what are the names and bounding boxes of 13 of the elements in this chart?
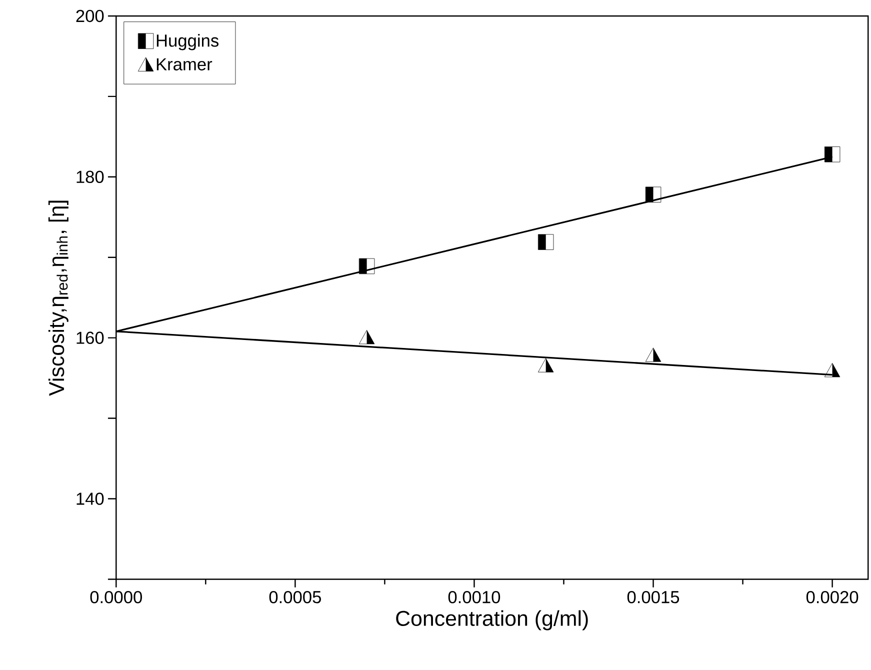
- x-axis-title: Concentration (g/ml): [396, 610, 588, 630]
- x-tick-label: 0.0015: [627, 590, 680, 604]
- x-tick-label: 0.0020: [806, 590, 858, 604]
- legend-label: Huggins: [156, 34, 218, 50]
- x-tick-label: 0.0005: [269, 590, 321, 604]
- y-tick-label: 200: [76, 10, 104, 22]
- legend-label: Kramer: [156, 58, 212, 70]
- x-tick-label: 0.0000: [90, 590, 142, 604]
- y-tick-label: 180: [76, 170, 104, 183]
- y-tick-label: 160: [76, 332, 104, 344]
- x-tick-label: 0.0010: [448, 590, 500, 604]
- y-tick-label: 140: [76, 492, 104, 505]
- y-axis-title: Viscosity,η$_{red}$,η$_{inh}$, [η]: [48, 200, 68, 396]
